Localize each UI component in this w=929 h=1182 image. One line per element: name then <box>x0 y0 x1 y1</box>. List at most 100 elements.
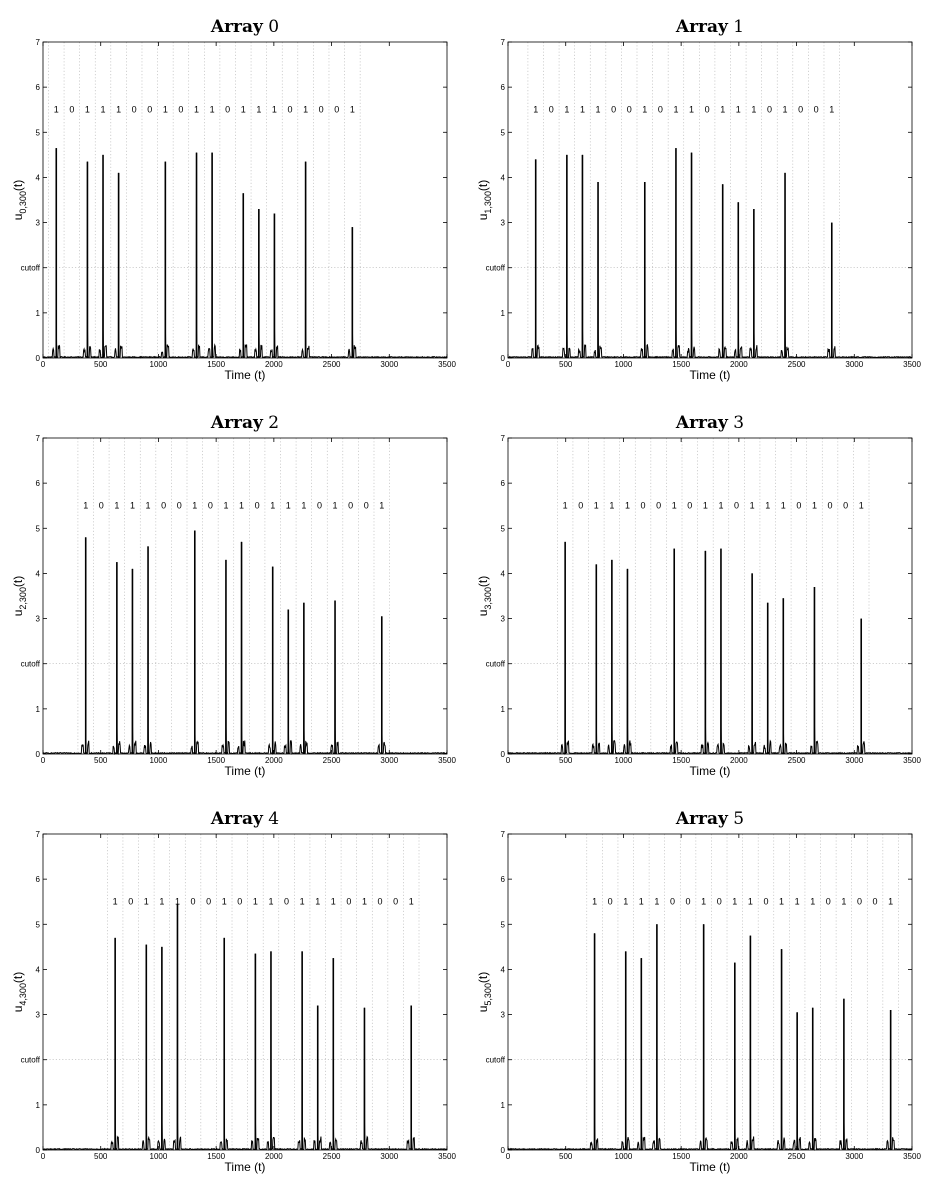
bit-label: 0 <box>288 105 293 115</box>
y-tick-label: 1 <box>501 1101 506 1110</box>
bit-label: 0 <box>611 105 616 115</box>
bit-label: 1 <box>783 105 788 115</box>
y-label-sub: 3,300 <box>483 587 493 610</box>
bit-label: 1 <box>253 897 258 907</box>
y-tick-label: 6 <box>36 875 41 884</box>
bit-label: 1 <box>130 501 135 511</box>
bit-label: 1 <box>223 501 228 511</box>
bit-label: 0 <box>717 897 722 907</box>
bit-label: 0 <box>317 501 322 511</box>
y-label-sub: 0,300 <box>18 191 28 214</box>
y-tick-label: 6 <box>36 479 41 488</box>
bit-label: 1 <box>144 897 149 907</box>
y-axis-label: u4,300(t) <box>11 972 28 1013</box>
bit-label: 1 <box>533 105 538 115</box>
y-tick-label: cutoff <box>21 264 41 273</box>
y-tick-label: 0 <box>36 750 41 759</box>
x-tick-label: 1500 <box>672 1152 690 1161</box>
chart-title-number: 2 <box>263 413 279 433</box>
y-label-main: u <box>11 1006 25 1013</box>
y-tick-label: 1 <box>501 309 506 318</box>
bit-label: 0 <box>319 105 324 115</box>
bit-label: 0 <box>206 897 211 907</box>
signal-trace <box>42 903 448 1151</box>
y-tick-label: cutoff <box>21 660 41 669</box>
x-tick-label: 2000 <box>265 1152 283 1161</box>
x-tick-label: 3500 <box>438 756 456 765</box>
x-tick-label: 3500 <box>438 360 456 369</box>
bit-label: 1 <box>689 105 694 115</box>
y-tick-label: 1 <box>36 309 41 318</box>
x-tick-label: 3000 <box>845 1152 863 1161</box>
bit-label: 1 <box>751 105 756 115</box>
bit-label: 1 <box>829 105 834 115</box>
plot-frame <box>507 833 913 1151</box>
bit-label: 1 <box>192 501 197 511</box>
bit-label: 1 <box>270 501 275 511</box>
x-tick-label: 1500 <box>672 756 690 765</box>
y-tick-label: 0 <box>501 750 506 759</box>
bit-label: 1 <box>810 897 815 907</box>
chart-title: Array 5 <box>675 809 744 829</box>
y-tick-label: 3 <box>36 219 41 228</box>
y-tick-label: 0 <box>501 1146 506 1155</box>
bit-label: 0 <box>334 105 339 115</box>
y-tick-label: 0 <box>501 354 506 363</box>
bit-label: 0 <box>225 105 230 115</box>
y-tick-label: 1 <box>501 705 506 714</box>
bit-label: 1 <box>85 105 90 115</box>
y-tick-label: 4 <box>501 173 506 182</box>
y-tick-label: 4 <box>501 965 506 974</box>
bit-label: 1 <box>331 897 336 907</box>
bit-label: 0 <box>208 501 213 511</box>
bit-label: 0 <box>826 897 831 907</box>
y-tick-label: 3 <box>36 1011 41 1020</box>
bit-label: 1 <box>781 501 786 511</box>
bit-label: 1 <box>163 105 168 115</box>
x-tick-label: 1000 <box>615 360 633 369</box>
bit-label: 1 <box>580 105 585 115</box>
x-tick-label: 1000 <box>150 1152 168 1161</box>
plot-frame <box>42 41 448 359</box>
bit-label: 0 <box>255 501 260 511</box>
bit-label: 1 <box>596 105 601 115</box>
y-tick-label: 0 <box>36 1146 41 1155</box>
y-tick-label: 4 <box>36 569 41 578</box>
bit-label: 1 <box>101 105 106 115</box>
plot-frame <box>42 437 448 755</box>
y-tick-label: 5 <box>36 920 41 929</box>
bit-label: 0 <box>191 897 196 907</box>
x-tick-label: 2000 <box>730 756 748 765</box>
chart-title-number: 3 <box>728 413 744 433</box>
y-tick-label: 7 <box>36 38 41 47</box>
chart-title-word: Array <box>210 17 264 37</box>
bit-label: 1 <box>114 501 119 511</box>
vertical-grid <box>48 42 361 358</box>
x-tick-label: 2000 <box>265 756 283 765</box>
chart-panel-1: Array 11 0 1 1 1 0 0 1 0 1 1 0 1 1 1 0 1 0 0 10 500 1000 1500 2… <box>476 17 921 382</box>
bit-label: 0 <box>378 897 383 907</box>
bit-label: 0 <box>814 105 819 115</box>
bit-label: 1 <box>888 897 893 907</box>
bit-label: 0 <box>670 897 675 907</box>
chart-title-number: 5 <box>728 809 744 829</box>
y-label-main: u <box>476 1006 490 1013</box>
y-tick-label: 7 <box>501 38 506 47</box>
y-tick-label: 5 <box>36 128 41 137</box>
bit-label: 0 <box>843 501 848 511</box>
bit-label: 1 <box>175 897 180 907</box>
vertical-grid <box>77 438 390 754</box>
x-tick-label: 0 <box>41 1152 46 1161</box>
bit-label: 0 <box>393 897 398 907</box>
bit-label: 0 <box>796 501 801 511</box>
y-label-tail: (t) <box>476 180 490 191</box>
bit-label: 0 <box>69 105 74 115</box>
y-tick-label: 3 <box>501 615 506 624</box>
y-axis-label: u2,300(t) <box>11 576 28 617</box>
x-tick-label: 2000 <box>730 360 748 369</box>
x-tick-label: 1000 <box>150 360 168 369</box>
x-tick-label: 3000 <box>380 1152 398 1161</box>
bit-label: 1 <box>241 105 246 115</box>
chart-panel-0: Array 01 0 1 1 1 0 0 1 0 1 1 0 1 1 1 0 1 0 0 10 500 1000 1500 2… <box>11 17 456 382</box>
bit-label: 1 <box>642 105 647 115</box>
